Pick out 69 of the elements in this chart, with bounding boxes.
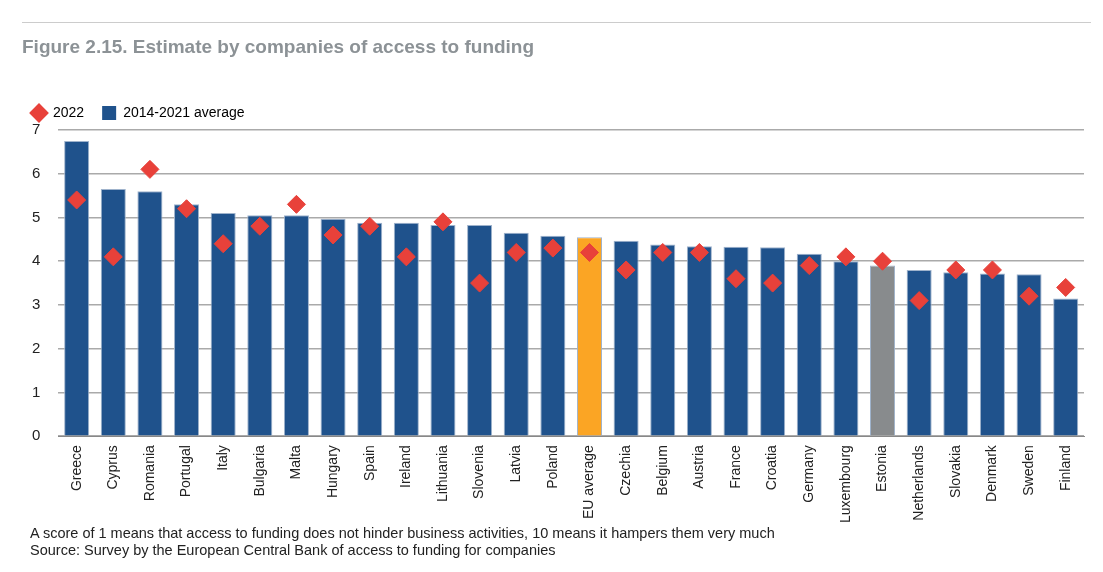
x-tick-label: Ireland bbox=[397, 445, 414, 488]
point bbox=[433, 212, 453, 232]
y-tick-label: 5 bbox=[32, 207, 41, 225]
source-note: Source: Survey by the European Central Bank of access to funding for companies bbox=[30, 542, 557, 559]
x-tick-label: Germany bbox=[800, 445, 817, 503]
point bbox=[250, 216, 270, 236]
point bbox=[286, 194, 306, 214]
point bbox=[140, 159, 160, 179]
point bbox=[360, 216, 380, 236]
x-tick-label: Sweden bbox=[1019, 445, 1036, 496]
x-tick-label: Slovenia bbox=[470, 444, 487, 499]
legend-label: 2022 bbox=[53, 103, 85, 120]
x-tick-label: Slovakia bbox=[946, 444, 963, 499]
y-tick-label: 1 bbox=[32, 382, 41, 400]
point bbox=[726, 269, 746, 289]
x-tick-label: Austria bbox=[690, 444, 707, 489]
point bbox=[909, 291, 929, 311]
y-tick-label: 6 bbox=[32, 163, 41, 181]
x-tick-label: Cyprus bbox=[104, 445, 121, 490]
point bbox=[67, 190, 87, 210]
x-tick-label: Czechia bbox=[616, 444, 633, 496]
point bbox=[1056, 277, 1076, 297]
point bbox=[873, 251, 893, 271]
x-tick-label: Hungary bbox=[323, 445, 340, 499]
x-tick-label: France bbox=[726, 444, 743, 489]
x-tick-label: EU average bbox=[580, 444, 597, 520]
point bbox=[689, 242, 709, 262]
x-tick-label: Romania bbox=[140, 444, 157, 502]
y-tick-label: 0 bbox=[32, 426, 41, 444]
x-tick-label: Lithuania bbox=[433, 444, 450, 502]
point bbox=[103, 247, 123, 267]
x-tick-label: Netherlands bbox=[910, 445, 927, 521]
x-tick-label: Denmark bbox=[983, 444, 1000, 502]
x-tick-label: Italy bbox=[214, 445, 231, 471]
y-tick-label: 7 bbox=[32, 120, 41, 138]
point bbox=[836, 247, 856, 267]
point bbox=[177, 199, 197, 219]
x-tick-label: Malta bbox=[287, 444, 304, 480]
x-tick-label: Spain bbox=[360, 445, 377, 481]
point bbox=[543, 238, 563, 258]
x-tick-label: Bulgaria bbox=[250, 444, 267, 497]
x-tick-label: Luxembourg bbox=[836, 445, 853, 523]
y-tick-label: 4 bbox=[32, 251, 41, 269]
text: A score of 1 means that access to funding does not hinder business activities, 10 means it hampers them very much bbox=[30, 525, 775, 542]
x-tick-label: Portugal bbox=[177, 445, 194, 498]
point bbox=[799, 256, 819, 276]
point bbox=[1019, 286, 1039, 306]
y-tick-label: 2 bbox=[32, 338, 41, 356]
point bbox=[323, 225, 343, 245]
point bbox=[396, 247, 416, 267]
chart-title: Figure 2.15. Estimate by companies of access to funding bbox=[22, 36, 535, 58]
point bbox=[616, 260, 636, 280]
x-tick-label: Finland bbox=[1056, 445, 1073, 492]
x-tick-label: Estonia bbox=[873, 444, 890, 492]
y-tick-label: 3 bbox=[32, 295, 41, 313]
point bbox=[946, 260, 966, 280]
point bbox=[213, 234, 233, 254]
point bbox=[470, 273, 490, 293]
x-tick-label: Greece bbox=[67, 444, 84, 492]
legend-label: 2014-2021 average bbox=[123, 103, 245, 120]
point bbox=[579, 242, 599, 262]
point bbox=[763, 273, 783, 293]
point bbox=[506, 242, 526, 262]
x-tick-label: Belgium bbox=[653, 445, 670, 496]
point bbox=[982, 260, 1002, 280]
x-tick-label: Croatia bbox=[763, 444, 780, 491]
x-tick-label: Poland bbox=[543, 445, 560, 489]
point bbox=[653, 242, 673, 262]
x-tick-label: Latvia bbox=[507, 444, 524, 483]
